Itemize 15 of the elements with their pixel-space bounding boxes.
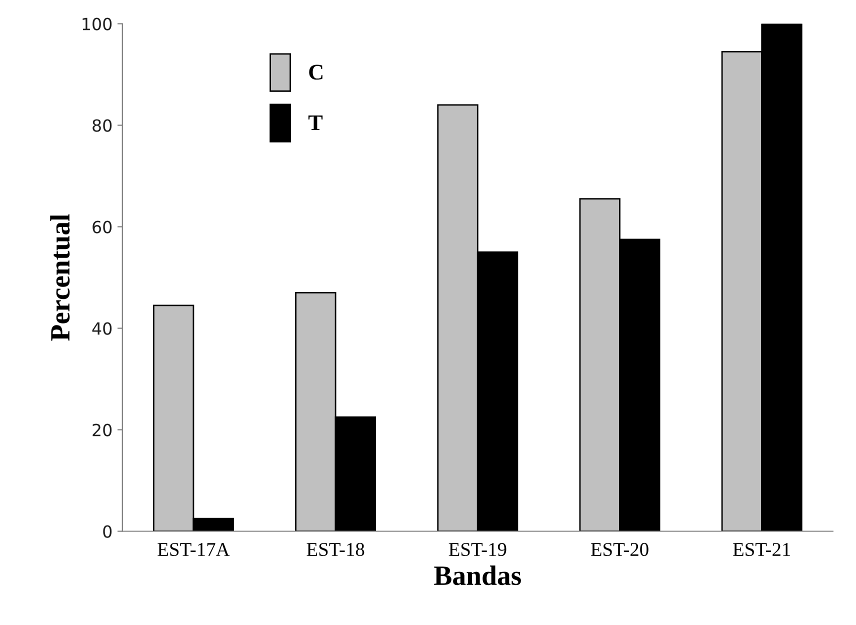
- y-tick-label: 100: [82, 18, 112, 30]
- y-tick-label: 0: [103, 525, 112, 538]
- x-tick-label: EST-21: [733, 542, 790, 556]
- y-tick-label: 80: [92, 119, 112, 132]
- y-axis-title: Percentual: [50, 214, 70, 341]
- y-tick-label: 60: [92, 220, 112, 234]
- x-tick-label: EST-19: [448, 542, 506, 556]
- y-tick-label: 20: [92, 424, 112, 436]
- legend-label: T: [308, 115, 323, 130]
- x-tick-label: EST-18: [306, 542, 364, 556]
- legend-label: C: [309, 64, 322, 80]
- x-axis-title: Bandas: [434, 566, 521, 586]
- x-tick-label: EST-20: [590, 542, 648, 556]
- y-tick-label: 40: [92, 322, 112, 335]
- x-tick-label: EST-17A: [158, 542, 230, 556]
